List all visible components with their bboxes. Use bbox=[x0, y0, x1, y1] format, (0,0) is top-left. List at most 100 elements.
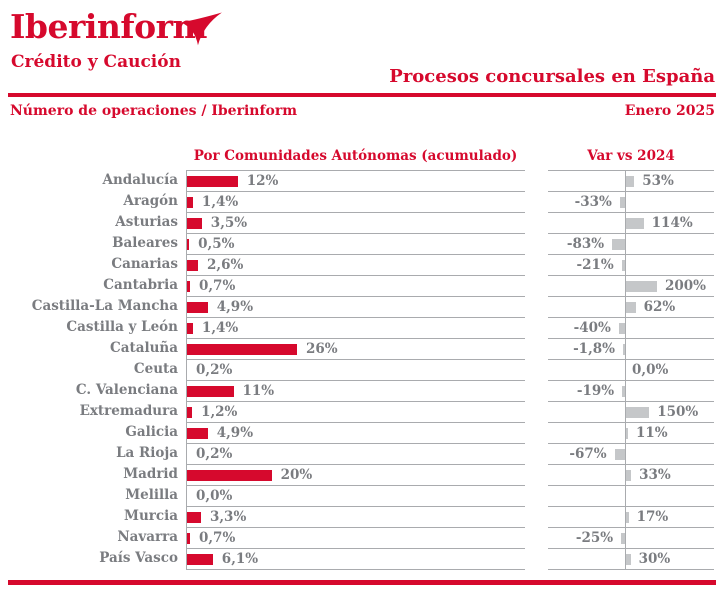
chart-row: Andalucía 12% 53% bbox=[0, 170, 724, 191]
variation-value: 30% bbox=[638, 551, 671, 567]
variation-bar bbox=[626, 302, 636, 313]
logo-wordmark: Iberinform bbox=[10, 7, 207, 46]
acumulado-bar bbox=[187, 386, 234, 397]
acumulado-value: 0,2% bbox=[196, 446, 233, 462]
region-label: La Rioja bbox=[116, 445, 178, 461]
right-chart-track: 11% bbox=[548, 422, 714, 443]
region-label: Cataluña bbox=[110, 340, 178, 356]
variation-value: 17% bbox=[636, 509, 669, 525]
variation-bar bbox=[612, 239, 625, 250]
acumulado-bar bbox=[187, 176, 238, 187]
left-chart-track: 0,7% bbox=[186, 275, 525, 296]
right-chart-track: 114% bbox=[548, 212, 714, 233]
variation-value: 200% bbox=[665, 278, 707, 294]
chart-row: Galicia 4,9% 11% bbox=[0, 422, 724, 443]
variation-value: 150% bbox=[657, 404, 699, 420]
acumulado-value: 20% bbox=[280, 467, 313, 483]
acumulado-value: 4,9% bbox=[216, 425, 254, 441]
left-chart-track: 0,0% bbox=[186, 485, 525, 506]
acumulado-value: 0,5% bbox=[198, 236, 235, 252]
acumulado-value: 11% bbox=[242, 383, 275, 399]
variation-bar bbox=[626, 554, 631, 565]
left-chart-track: 4,9% bbox=[186, 422, 525, 443]
report-title: Procesos concursales en España bbox=[389, 66, 715, 87]
region-label: Ceuta bbox=[133, 361, 178, 377]
chart-row: Aragón 1,4% -33% bbox=[0, 191, 724, 212]
region-label: Extremadura bbox=[79, 403, 178, 419]
left-chart-track: 0,7% bbox=[186, 527, 525, 548]
acumulado-bar bbox=[187, 512, 201, 523]
variation-value: -83% bbox=[566, 236, 605, 252]
chart-row: Castilla-La Mancha 4,9% 62% bbox=[0, 296, 724, 317]
variation-bar bbox=[622, 386, 625, 397]
right-chart-zero-axis bbox=[625, 170, 626, 570]
left-chart-title: Por Comunidades Autónomas (acumulado) bbox=[193, 148, 518, 164]
acumulado-bar bbox=[187, 533, 190, 544]
variation-value: 33% bbox=[639, 467, 671, 483]
variation-bar bbox=[614, 449, 625, 460]
left-chart-track: 26% bbox=[186, 338, 525, 359]
left-chart-track: 4,9% bbox=[186, 296, 525, 317]
region-label: Asturias bbox=[115, 214, 178, 230]
right-chart-track: -40% bbox=[548, 317, 714, 338]
acumulado-value: 0,0% bbox=[196, 488, 233, 504]
chart-row: Canarias 2,6% -21% bbox=[0, 254, 724, 275]
region-label: C. Valenciana bbox=[75, 382, 178, 398]
acumulado-value: 0,7% bbox=[198, 278, 236, 294]
variation-bar bbox=[618, 323, 625, 334]
region-label: Cantabria bbox=[103, 277, 178, 293]
region-label: Melilla bbox=[125, 487, 178, 503]
right-chart-track: -19% bbox=[548, 380, 714, 401]
variation-value: -1,8% bbox=[573, 341, 615, 357]
left-chart-track: 0,2% bbox=[186, 359, 525, 380]
chart-row: Castilla y León 1,4% -40% bbox=[0, 317, 724, 338]
acumulado-bar bbox=[187, 260, 198, 271]
right-chart-track: 33% bbox=[548, 464, 714, 485]
right-chart-track: 150% bbox=[548, 401, 714, 422]
right-chart-track: 0,0% bbox=[548, 359, 714, 380]
variation-bar bbox=[623, 344, 625, 355]
acumulado-bar bbox=[187, 470, 272, 481]
right-chart-track: 53% bbox=[548, 170, 714, 191]
right-chart-track: -33% bbox=[548, 191, 714, 212]
chart-row: Madrid 20% 33% bbox=[0, 464, 724, 485]
variation-bar bbox=[626, 470, 632, 481]
bottom-divider bbox=[8, 580, 716, 585]
acumulado-bar bbox=[187, 218, 202, 229]
variation-bar bbox=[626, 281, 657, 292]
left-chart-track: 12% bbox=[186, 170, 525, 191]
left-chart-track: 3,3% bbox=[186, 506, 525, 527]
left-chart-track: 6,1% bbox=[186, 548, 525, 570]
region-label: Murcia bbox=[124, 508, 178, 524]
right-chart-track: 30% bbox=[548, 548, 714, 570]
region-label: Canarias bbox=[111, 256, 178, 272]
variation-bar bbox=[619, 197, 625, 208]
acumulado-bar bbox=[187, 281, 190, 292]
right-chart-track: 200% bbox=[548, 275, 714, 296]
acumulado-bar bbox=[187, 554, 213, 565]
right-chart-track bbox=[548, 485, 714, 506]
region-label: Navarra bbox=[117, 529, 178, 545]
acumulado-bar bbox=[187, 302, 208, 313]
region-label: Galicia bbox=[125, 424, 178, 440]
chart-row: Murcia 3,3% 17% bbox=[0, 506, 724, 527]
chart-row: Extremadura 1,2% 150% bbox=[0, 401, 724, 422]
acumulado-bar bbox=[187, 323, 193, 334]
variation-value: -67% bbox=[569, 446, 607, 462]
right-chart-track: -67% bbox=[548, 443, 714, 464]
acumulado-bar bbox=[187, 197, 193, 208]
acumulado-value: 0,7% bbox=[198, 530, 236, 546]
right-chart-track: -25% bbox=[548, 527, 714, 548]
variation-bar bbox=[626, 428, 628, 439]
acumulado-value: 12% bbox=[246, 173, 279, 189]
chart-row: La Rioja 0,2% -67% bbox=[0, 443, 724, 464]
region-label: Castilla-La Mancha bbox=[31, 298, 178, 314]
variation-value: -40% bbox=[573, 320, 611, 336]
variation-bar bbox=[626, 512, 629, 523]
left-chart-track: 11% bbox=[186, 380, 525, 401]
chart-row: País Vasco 6,1% 30% bbox=[0, 548, 724, 570]
right-chart-track: -1,8% bbox=[548, 338, 714, 359]
variation-value: 53% bbox=[642, 173, 674, 189]
acumulado-value: 0,2% bbox=[196, 362, 233, 378]
left-chart-track: 2,6% bbox=[186, 254, 525, 275]
